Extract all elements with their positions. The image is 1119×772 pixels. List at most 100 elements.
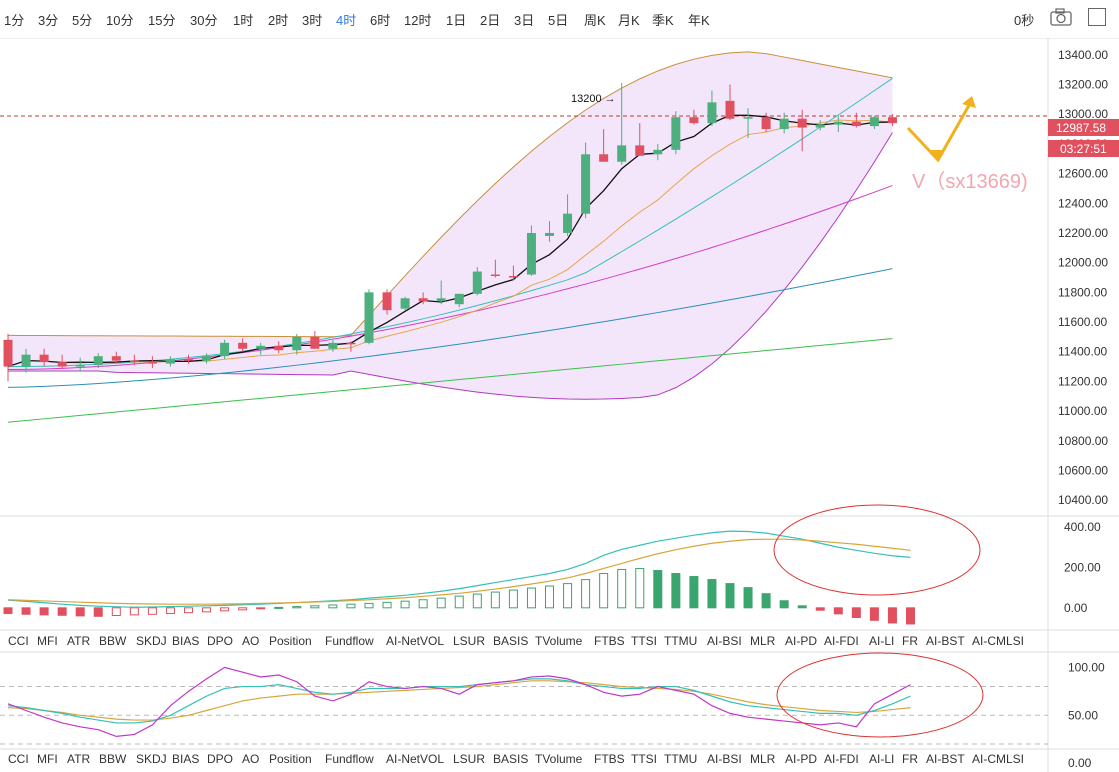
timeframe-16[interactable]: 周K [584,13,606,28]
candle-body [111,356,121,361]
indicator-tab-fr[interactable]: FR [902,634,918,648]
candle-body [761,117,771,130]
candle-body [400,298,410,309]
indicator-tab-basis[interactable]: BASIS [493,634,529,648]
indicator-tab-mlr[interactable]: MLR [750,752,776,766]
indicator-tab-ai-netvol[interactable]: AI-NetVOL [386,634,445,648]
square-icon[interactable] [1088,8,1106,26]
indicator-tab-ai-pd[interactable]: AI-PD [785,634,818,648]
timeframe-11[interactable]: 12时 [404,13,432,28]
histogram-bar [851,607,861,619]
indicator-tab-mfi[interactable]: MFI [37,752,58,766]
timeframe-2[interactable]: 5分 [72,13,93,28]
indicator-tab-cci[interactable]: CCI [8,752,29,766]
timeframe-9[interactable]: 4时 [336,13,357,28]
histogram-bar [833,607,843,615]
indicator-tab-tvolume[interactable]: TVolume [535,752,583,766]
timeframe-15[interactable]: 5日 [548,13,569,28]
indicator-tab-ttsi[interactable]: TTSI [631,752,657,766]
indicator-tab-bbw[interactable]: BBW [99,634,127,648]
indicator-tab-ttmu[interactable]: TTMU [664,752,698,766]
candle-body [508,276,518,278]
indicator-tab-bias[interactable]: BIAS [172,752,200,766]
indicator-tab-ai-bsi[interactable]: AI-BSI [707,752,742,766]
timeframe-1[interactable]: 3分 [38,13,59,28]
camera-icon[interactable] [1050,8,1072,26]
indicator-tab-lsur[interactable]: LSUR [453,752,486,766]
watermark-text: V（sx13669) [912,170,1028,193]
indicator-tab-bbw[interactable]: BBW [99,752,127,766]
indicator-tab-dpo[interactable]: DPO [207,634,234,648]
histogram-bar [364,602,374,609]
indicator-tab-lsur[interactable]: LSUR [453,634,486,648]
indicator-tab-position[interactable]: Position [269,634,312,648]
indicator-tab-ftbs[interactable]: FTBS [594,634,625,648]
histogram-bar [39,607,49,616]
timeframe-3[interactable]: 10分 [106,13,134,28]
indicator-tab-ttmu[interactable]: TTMU [664,634,698,648]
indicator-tab-ao[interactable]: AO [242,634,260,648]
indicator-tab-skdj[interactable]: SKDJ [136,752,167,766]
indicator-tab-cci[interactable]: CCI [8,634,29,648]
timeframe-0[interactable]: 1分 [4,13,25,28]
indicator-tab-fr[interactable]: FR [902,752,918,766]
histogram-bar [779,600,789,609]
timeframe-17[interactable]: 月K [618,13,640,28]
indicator-tab-basis[interactable]: BASIS [493,752,529,766]
indicator-tab-atr[interactable]: ATR [67,752,91,766]
indicator-tab-dpo[interactable]: DPO [207,752,234,766]
timeframe-6[interactable]: 1时 [233,13,254,28]
histogram-bar [689,576,699,609]
indicator-tab-bias[interactable]: BIAS [172,634,200,648]
indicator-tab-position[interactable]: Position [269,752,312,766]
indicator-tab-ai-li[interactable]: AI-LI [869,634,895,648]
indicator-tab-ai-li[interactable]: AI-LI [869,752,895,766]
indicator-tab-mlr[interactable]: MLR [750,634,776,648]
candle-body [869,117,879,127]
histogram-bar [310,605,320,609]
candle-body [653,149,663,155]
indicator-tab-ai-bst[interactable]: AI-BST [926,634,965,648]
timeframe-14[interactable]: 3日 [514,13,535,28]
timeframe-13[interactable]: 2日 [480,13,501,28]
histogram-bar [599,573,609,609]
histogram-bar [490,591,500,609]
indicator-tab-ai-cmlsi[interactable]: AI-CMLSI [972,752,1025,766]
indicator-tab-ao[interactable]: AO [242,752,260,766]
timeframe-10[interactable]: 6时 [370,13,391,28]
timeframe-12[interactable]: 1日 [446,13,467,28]
indicator-tab-fundflow[interactable]: Fundflow [325,634,374,648]
indicator-tab-ai-bst[interactable]: AI-BST [926,752,965,766]
candle-body [310,336,320,349]
candle-body [292,336,302,351]
timeframe-5[interactable]: 30分 [190,13,218,28]
timeframe-7[interactable]: 2时 [268,13,289,28]
indicator-tab-ai-fdi[interactable]: AI-FDI [824,752,859,766]
histogram-bar [147,607,157,615]
timeframe-4[interactable]: 15分 [148,13,176,28]
timeframe-8[interactable]: 3时 [302,13,323,28]
y-tick-main: 12400.00 [1058,196,1108,210]
indicator-tab-ai-netvol[interactable]: AI-NetVOL [386,752,445,766]
indicator-tab-tvolume[interactable]: TVolume [535,634,583,648]
indicator-tab-skdj[interactable]: SKDJ [136,634,167,648]
timeframe-19[interactable]: 年K [688,13,710,28]
osc-orange-line [7,538,911,605]
indicator-tab-ttsi[interactable]: TTSI [631,634,657,648]
y-tick-main: 11600.00 [1058,315,1107,329]
indicator-tab-ai-fdi[interactable]: AI-FDI [824,634,859,648]
indicator-tab-mfi[interactable]: MFI [37,634,58,648]
indicator-tab-atr[interactable]: ATR [67,634,91,648]
indicator-tab-ai-cmlsi[interactable]: AI-CMLSI [972,634,1025,648]
indicator-tab-ai-bsi[interactable]: AI-BSI [707,634,742,648]
timeframe-18[interactable]: 季K [652,13,674,28]
histogram-bar [202,607,212,613]
histogram-bar [328,604,338,609]
indicator-tab-ai-pd[interactable]: AI-PD [785,752,818,766]
histogram-bar [93,607,103,617]
indicator-tab-fundflow[interactable]: Fundflow [325,752,374,766]
candle-body [689,117,699,124]
histogram-bar [545,585,554,609]
indicator-tab-ftbs[interactable]: FTBS [594,752,625,766]
histogram-bar [869,607,879,621]
